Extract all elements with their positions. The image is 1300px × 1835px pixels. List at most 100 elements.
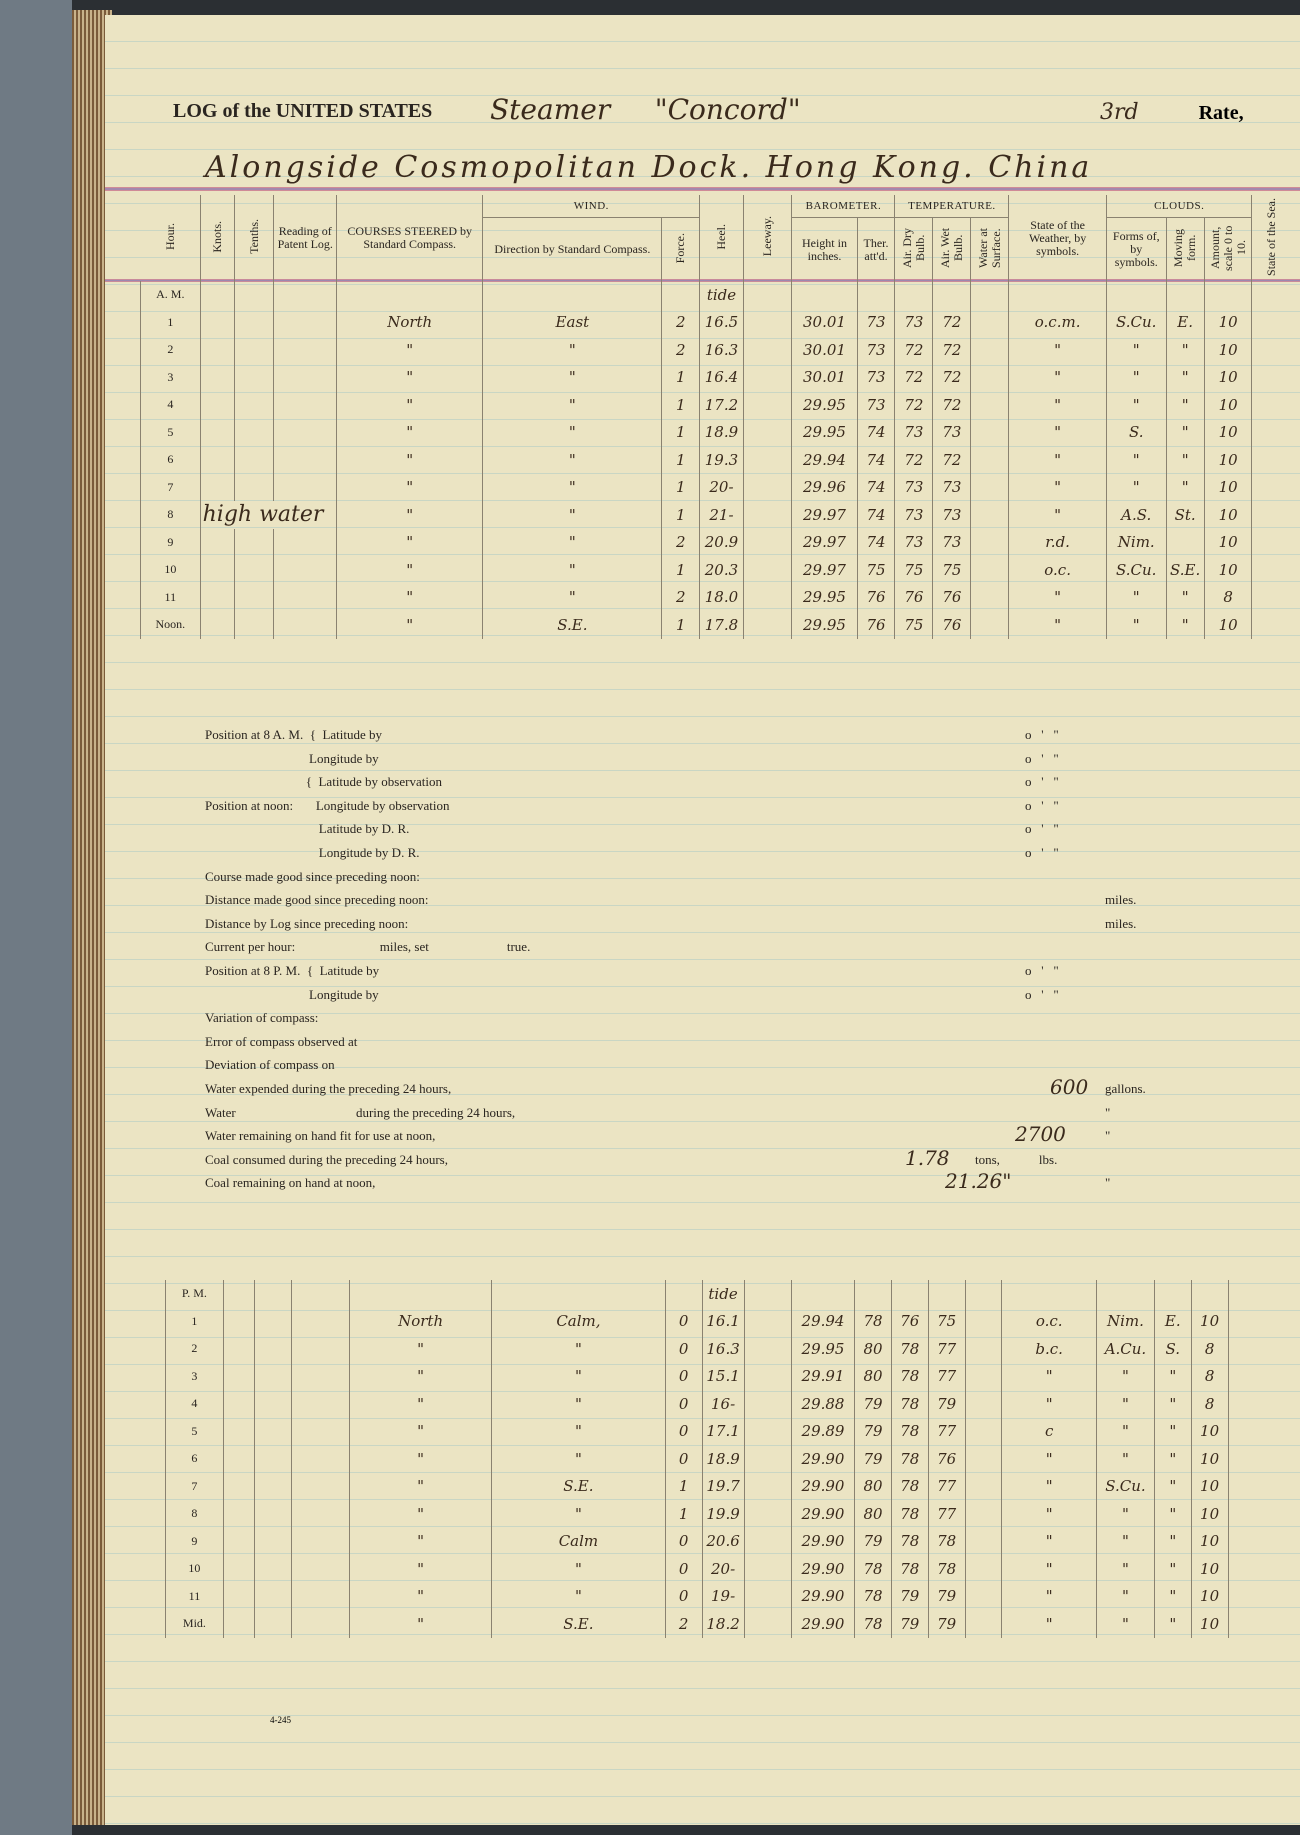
book-binding <box>0 0 72 1835</box>
vessel: Steamer "Concord" <box>490 93 801 126</box>
col-leeway: Leeway. <box>742 195 792 281</box>
cell-direction: " <box>491 1362 666 1390</box>
cell-dry: 73 <box>894 528 933 556</box>
empty-cell <box>964 1362 1002 1390</box>
col-water-label: Water at Surface. <box>975 228 1003 269</box>
empty-cell <box>273 418 337 446</box>
empty-cell <box>291 1582 350 1610</box>
cell-weather: " <box>1001 1472 1097 1500</box>
cell-heel: 15.1 <box>701 1362 745 1390</box>
cell-moving: " <box>1153 1500 1192 1528</box>
cell-wet: 79 <box>927 1610 966 1638</box>
cell-forms: S.Cu. <box>1105 308 1167 336</box>
cell-force: 0 <box>664 1335 703 1363</box>
table-row: 9 " Calm 0 20.6 29.90 79 78 78 " " " 10 <box>165 1527 1265 1555</box>
cell-hour: 10 <box>165 1555 224 1583</box>
col-ther-label: Ther. att'd. <box>863 235 889 263</box>
empty-cell <box>254 1417 292 1445</box>
empty-cell <box>964 1500 1002 1528</box>
summary-line: Error of compass observed at <box>205 1034 1205 1057</box>
table-row: 9 " " 2 20.9 29.97 74 73 73 r.d. Nim. 10 <box>140 528 1290 556</box>
empty-cell <box>291 1555 350 1583</box>
cell-height: 29.96 <box>791 473 858 501</box>
cell-wet: 77 <box>927 1335 966 1363</box>
cell-moving: S.E. <box>1165 556 1205 584</box>
am-log-table: Hour. Knots. Tenths. Reading of Patent Log.… <box>140 195 1290 639</box>
cell-wet: 76 <box>932 611 971 639</box>
empty-cell <box>291 1527 350 1555</box>
cell-courses: " <box>336 501 483 529</box>
cell-hour: 6 <box>140 446 201 474</box>
cell-wet: 78 <box>927 1555 966 1583</box>
empty-cell <box>199 583 235 611</box>
cell-heel: 17.2 <box>699 391 744 419</box>
cell-ther: 80 <box>854 1500 892 1528</box>
cell-direction: " <box>482 583 662 611</box>
cell-height: 29.90 <box>790 1472 855 1500</box>
cell-forms: " <box>1105 583 1167 611</box>
empty-cell <box>222 1335 255 1363</box>
cell-hour: 7 <box>165 1472 224 1500</box>
cell-forms: " <box>1105 363 1167 391</box>
cell-amount: 10 <box>1190 1417 1228 1445</box>
location: Alongside Cosmopolitan Dock. Hong Kong. … <box>205 150 1093 185</box>
empty-cell <box>273 556 337 584</box>
cell-weather: " <box>1008 336 1107 364</box>
summary-label: Latitude by D. R. <box>205 821 410 837</box>
cell-force: 1 <box>661 556 700 584</box>
col-patent: Reading of Patent Log. <box>273 195 337 281</box>
cell-direction: " <box>491 1500 666 1528</box>
empty-cell <box>1227 1445 1265 1473</box>
cell-forms: " <box>1096 1582 1155 1610</box>
empty-cell <box>291 1390 350 1418</box>
cell-amount: 10 <box>1203 363 1252 391</box>
empty-cell <box>964 1582 1002 1610</box>
cell-wet: 75 <box>932 556 971 584</box>
empty-cell <box>970 391 1009 419</box>
col-wet-label: Air. Wet Bulb. <box>937 227 965 269</box>
cell-dry: 78 <box>890 1445 929 1473</box>
col-direction: Direction by Standard Compass. <box>482 217 662 281</box>
cell-weather: r.d. <box>1008 528 1107 556</box>
cell-ther: 74 <box>856 446 895 474</box>
col-courses-label: COURSES STEERED by Standard Compass. <box>347 224 473 251</box>
empty-cell <box>233 611 274 639</box>
summary-line: Course made good since preceding noon: <box>205 869 1205 892</box>
cell-weather: " <box>1008 363 1107 391</box>
cell-courses: " <box>349 1472 492 1500</box>
table-row: 7 " S.E. 1 19.7 29.90 80 78 77 " S.Cu. " 10 <box>165 1472 1265 1500</box>
cell-courses: " <box>349 1582 492 1610</box>
cell-ther: 79 <box>854 1417 892 1445</box>
empty-cell <box>970 556 1009 584</box>
cell-forms: S.Cu. <box>1096 1472 1155 1500</box>
cell-force: 1 <box>661 391 700 419</box>
empty-cell <box>222 1610 255 1638</box>
cell-courses: " <box>336 446 483 474</box>
cell-height: 30.01 <box>791 363 858 391</box>
empty-cell <box>273 336 337 364</box>
cell-height: 29.95 <box>791 611 858 639</box>
cell-forms: " <box>1105 473 1167 501</box>
empty-cell <box>743 1500 792 1528</box>
empty-cell <box>291 1500 350 1528</box>
cell-ther: 80 <box>854 1472 892 1500</box>
cell-hour: 2 <box>165 1335 224 1363</box>
table-row: 10 " " 1 20.3 29.97 75 75 75 o.c. S.Cu. S.E. 10 <box>140 556 1290 584</box>
summary-label: Longitude by <box>205 986 379 1002</box>
cell-forms: Nim. <box>1105 528 1167 556</box>
cell-moving: " <box>1165 391 1205 419</box>
table-row: 3 " " 1 16.4 30.01 73 72 72 " " " 10 <box>140 363 1290 391</box>
cell-heel: 20.9 <box>699 528 744 556</box>
empty-cell <box>964 1417 1002 1445</box>
empty-cell <box>254 1390 292 1418</box>
cell-moving: " <box>1165 336 1205 364</box>
empty-cell <box>233 556 274 584</box>
table-row: 11 " " 0 19- 29.90 78 79 79 " " " 10 <box>165 1582 1265 1610</box>
empty-cell <box>1227 1307 1265 1335</box>
cell-hour: 8 <box>140 501 201 529</box>
empty-cell <box>254 1445 292 1473</box>
cell-direction: " <box>491 1582 666 1610</box>
cell-force: 1 <box>661 418 700 446</box>
summary-line: Distance by Log since preceding noon: mil… <box>205 916 1205 939</box>
summary-line: { Latitude by observation o ' " <box>205 774 1205 797</box>
